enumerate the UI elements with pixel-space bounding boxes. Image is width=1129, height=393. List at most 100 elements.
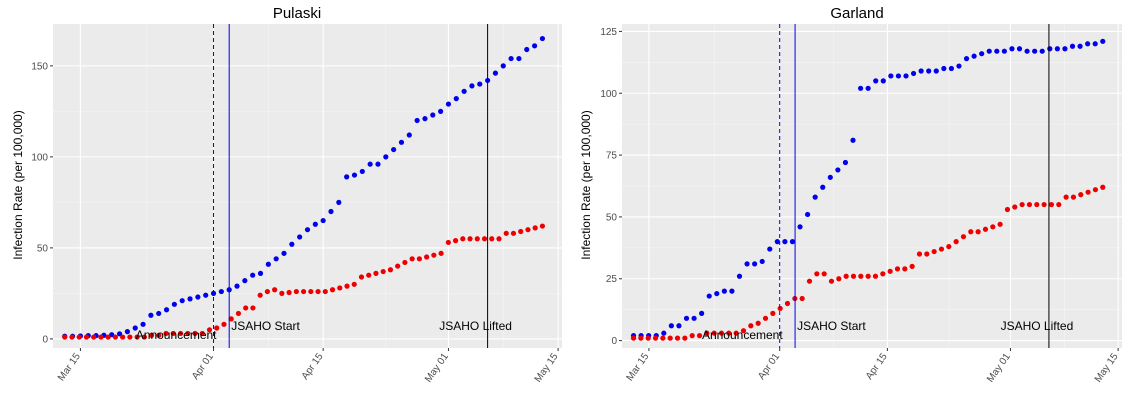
data-point <box>888 73 894 79</box>
data-point <box>752 261 758 267</box>
data-point <box>714 290 720 297</box>
data-point <box>1034 201 1040 208</box>
event-label: Announcement <box>702 328 783 342</box>
data-point <box>903 73 909 79</box>
data-point <box>344 174 350 180</box>
data-point <box>652 335 659 341</box>
data-point <box>337 285 343 291</box>
data-point <box>460 236 466 242</box>
data-point <box>820 184 826 190</box>
y-tick-label: 0 <box>42 334 48 345</box>
data-point <box>857 85 864 91</box>
data-point <box>531 43 538 49</box>
data-point <box>744 261 750 267</box>
data-point <box>850 137 856 143</box>
data-point <box>968 229 974 235</box>
data-point <box>492 70 499 76</box>
data-point <box>835 167 841 173</box>
data-point <box>218 288 224 295</box>
data-point <box>235 310 242 317</box>
x-tick-label: Apr 15 <box>300 351 326 382</box>
data-point <box>926 68 932 74</box>
x-tick-label: May 01 <box>985 351 1013 385</box>
data-point <box>140 321 146 327</box>
data-point <box>1062 46 1068 52</box>
data-point <box>721 288 727 294</box>
data-point <box>767 246 773 252</box>
data-point <box>1041 201 1047 208</box>
data-point <box>1039 48 1045 54</box>
data-point <box>445 239 451 246</box>
data-point <box>214 325 220 331</box>
y-tick-label: 100 <box>31 152 48 163</box>
data-point <box>887 268 893 274</box>
y-tick-label: 50 <box>37 243 49 254</box>
data-point <box>510 230 517 236</box>
data-point <box>676 323 682 329</box>
data-point <box>320 217 326 224</box>
x-tick-label: May 15 <box>1093 351 1121 385</box>
data-point <box>924 251 930 257</box>
x-tick-label: Mar 15 <box>625 351 652 383</box>
data-point <box>858 273 864 279</box>
data-point <box>445 101 452 107</box>
data-point <box>431 252 437 258</box>
data-point <box>711 330 717 336</box>
data-point <box>975 229 981 235</box>
data-point <box>503 230 509 236</box>
y-axis-label: Infection Rate (per 100,000) <box>579 110 593 259</box>
data-point <box>1048 201 1055 208</box>
x-tick-label: May 15 <box>533 351 561 385</box>
data-point <box>909 263 915 269</box>
data-point <box>674 335 681 341</box>
data-point <box>638 335 644 341</box>
event-label: Announcement <box>136 328 217 342</box>
data-point <box>391 146 397 153</box>
data-point <box>736 273 743 279</box>
data-point <box>156 310 162 317</box>
data-point <box>821 271 827 277</box>
data-point <box>718 330 725 336</box>
data-point <box>1004 206 1011 213</box>
data-point <box>489 236 495 242</box>
data-point <box>351 281 357 287</box>
data-point <box>257 270 264 276</box>
data-point <box>286 289 292 296</box>
data-point <box>704 330 710 336</box>
data-point <box>873 78 879 84</box>
data-point <box>1069 43 1076 49</box>
data-point <box>461 88 467 94</box>
data-point <box>367 161 373 167</box>
data-point <box>1009 46 1015 52</box>
data-point <box>124 329 130 335</box>
data-point <box>132 325 138 331</box>
data-point <box>289 241 295 247</box>
data-point <box>199 330 205 337</box>
data-point <box>938 246 945 252</box>
data-point <box>477 81 483 87</box>
data-point <box>805 211 811 218</box>
data-point <box>424 254 430 260</box>
data-point <box>1077 43 1083 49</box>
data-point <box>1024 48 1030 54</box>
data-point <box>438 250 444 256</box>
data-point <box>1085 41 1091 47</box>
data-point <box>748 323 754 329</box>
data-point <box>696 333 703 339</box>
data-point <box>916 251 923 257</box>
event-label: JSAHO Lifted <box>1001 319 1074 333</box>
data-point <box>300 288 307 295</box>
data-point <box>273 256 279 262</box>
data-point <box>1092 41 1098 47</box>
data-point <box>630 335 637 341</box>
data-point <box>1056 201 1062 208</box>
data-point <box>474 236 480 242</box>
data-point <box>706 293 712 299</box>
data-point <box>496 236 502 242</box>
data-point <box>344 283 350 289</box>
event-label: JSAHO Start <box>797 319 866 333</box>
data-point <box>729 288 735 294</box>
data-point <box>322 288 328 295</box>
data-point <box>279 290 285 296</box>
data-point <box>304 227 311 233</box>
